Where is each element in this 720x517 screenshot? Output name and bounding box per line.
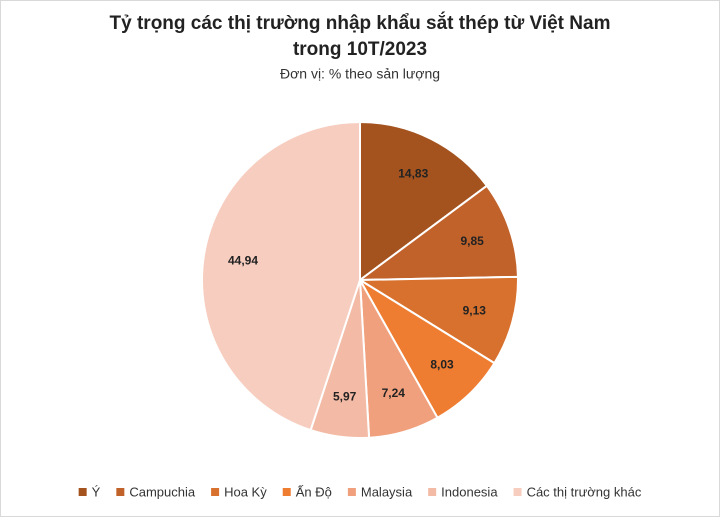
pie-slice (201, 120, 361, 432)
legend-swatch (513, 488, 522, 496)
data-label: 9,13 (463, 303, 487, 317)
data-label: 14,83 (398, 166, 428, 180)
legend-label: Các thị trường khác (527, 484, 642, 499)
legend-swatch (211, 488, 220, 496)
chart-title: Tỷ trọng các thị trường nhập khẩu sắt th… (110, 12, 611, 34)
legend-label: Indonesia (441, 484, 498, 499)
pie-slice (356, 275, 519, 365)
legend-label: Campuchia (129, 484, 196, 499)
legend-label: Ý (92, 484, 101, 499)
legend-swatch (347, 488, 356, 496)
pie-slice (356, 184, 519, 282)
legend-swatch (78, 488, 87, 496)
chart-subtitle: Đơn vị: % theo sản lượng (280, 66, 440, 82)
data-label: 9,85 (460, 234, 484, 248)
legend-swatch (282, 488, 291, 496)
legend-label: Hoa Kỳ (224, 484, 267, 499)
data-label: 7,24 (382, 386, 406, 400)
legend-swatch (428, 488, 437, 496)
legend-label: Ấn Độ (296, 484, 332, 499)
pie-slice (359, 120, 489, 282)
legend-label: Malaysia (361, 484, 413, 499)
legend-swatch (116, 488, 125, 496)
chart-title: trong 10T/2023 (293, 39, 427, 60)
data-label: 44,94 (228, 253, 258, 267)
data-label: 8,03 (430, 358, 454, 372)
data-label: 5,97 (333, 390, 357, 404)
